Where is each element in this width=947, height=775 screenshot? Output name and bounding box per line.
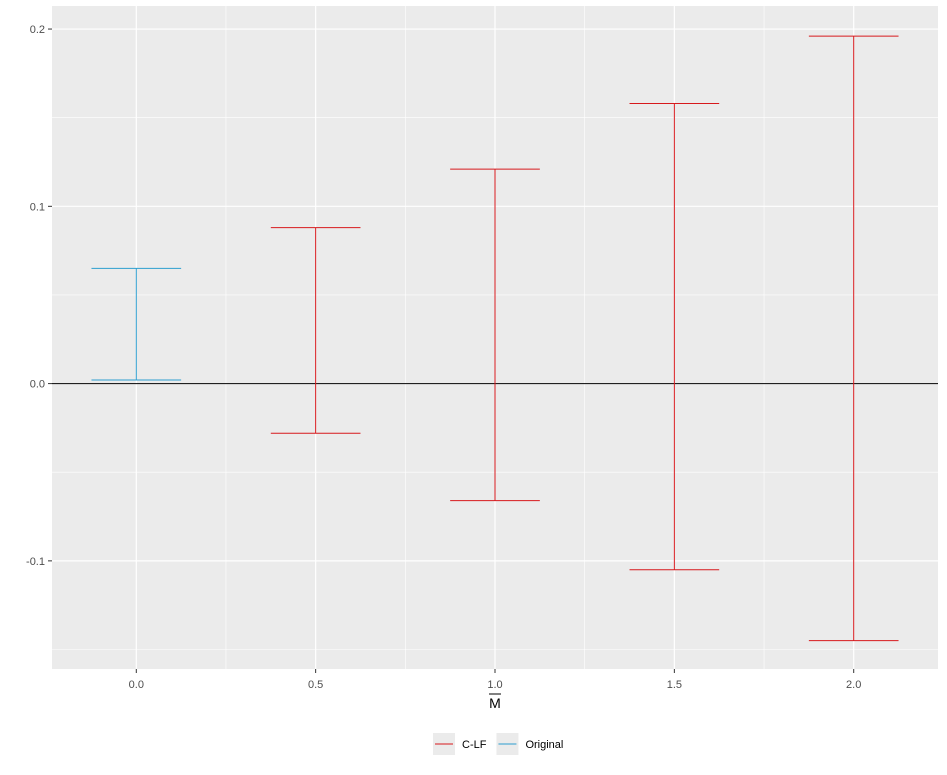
error-bar: [450, 168, 540, 502]
x-axis-title: M: [489, 695, 501, 711]
y-tick-label: -0.1: [26, 556, 45, 568]
y-axis: -0.1 0.0 0.1 0.2: [26, 24, 52, 568]
error-bars: [91, 35, 899, 642]
y-tick-label: 0.1: [30, 201, 45, 213]
x-axis: 0.0 0.5 1.0 1.5 2.0: [129, 669, 861, 691]
legend-item: Original: [496, 733, 563, 755]
x-axis-title-group: M: [489, 693, 501, 711]
error-bar: [91, 267, 182, 381]
y-tick-label: 0.0: [30, 379, 45, 391]
legend-label: Original: [525, 739, 563, 751]
error-bar: [629, 103, 720, 571]
x-tick-label: 0.0: [129, 679, 144, 691]
x-tick-label: 1.0: [487, 679, 502, 691]
error-bar: [270, 227, 361, 434]
x-tick-label: 0.5: [308, 679, 323, 691]
legend-label: C-LF: [462, 739, 487, 751]
x-tick-label: 2.0: [846, 679, 861, 691]
y-tick-label: 0.2: [30, 24, 45, 36]
x-tick-label: 1.5: [667, 679, 682, 691]
legend: C-LF Original: [433, 733, 563, 755]
error-bar: [808, 35, 899, 642]
legend-item: C-LF: [433, 733, 487, 755]
